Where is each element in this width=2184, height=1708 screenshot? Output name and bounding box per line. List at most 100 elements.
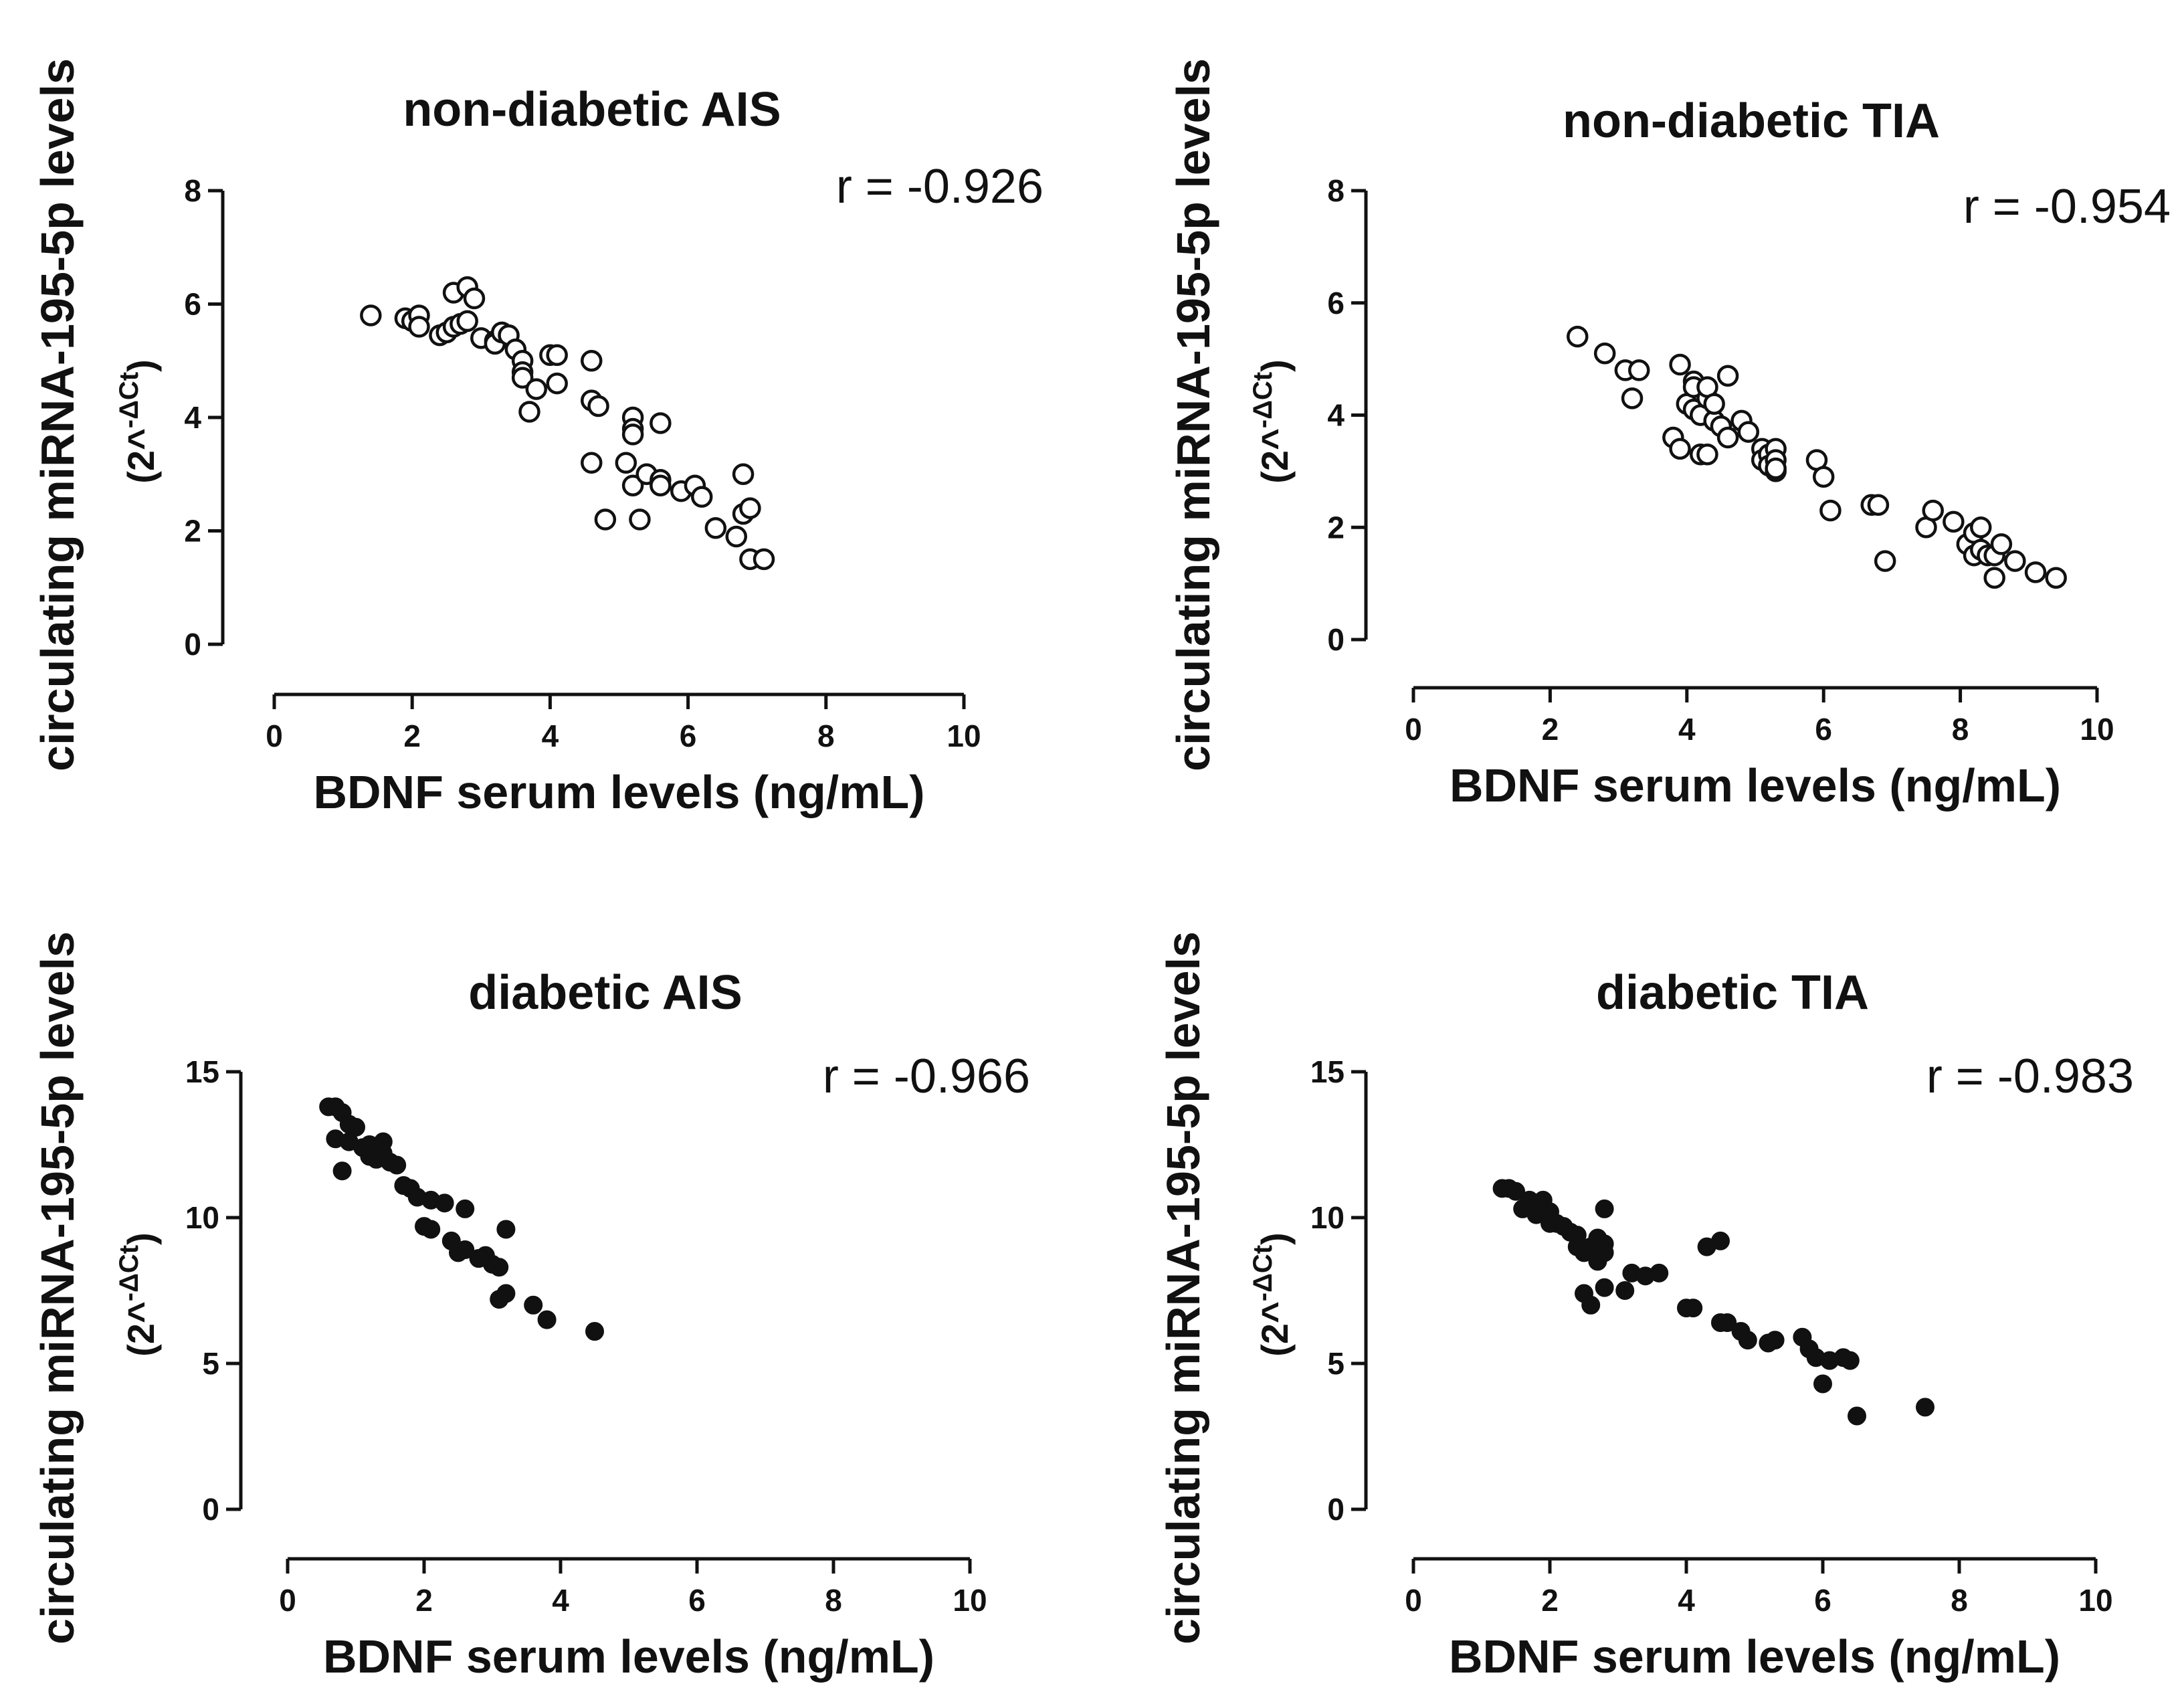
y-unit-close: ) <box>1254 1232 1296 1245</box>
y-axis-title: circulating miRNA-195-5p levels <box>1157 931 1209 1644</box>
data-point <box>1595 1278 1614 1297</box>
y-tick-label: 10 <box>1310 1200 1345 1235</box>
x-tick-label: 2 <box>403 719 421 753</box>
y-unit-base: (2^ <box>1254 428 1296 484</box>
data-point <box>1840 1351 1860 1370</box>
data-point <box>1595 1199 1614 1218</box>
data-point <box>725 525 748 548</box>
x-tick-label: 8 <box>1951 1583 1968 1618</box>
data-point <box>1916 1398 1934 1417</box>
data-point <box>496 1284 516 1303</box>
data-point <box>753 548 775 571</box>
y-tick-label: 8 <box>1327 173 1345 208</box>
y-tick-label: 5 <box>202 1346 219 1381</box>
correlation-label: r = -0.983 <box>1926 1050 2134 1103</box>
correlation-label: r = -0.966 <box>823 1050 1030 1103</box>
data-point <box>1711 1231 1730 1250</box>
y-tick-label: 5 <box>1327 1346 1345 1381</box>
x-tick-label: 8 <box>817 719 835 753</box>
x-tick-label: 4 <box>1678 1583 1695 1618</box>
y-tick-label: 2 <box>184 514 201 549</box>
data-point <box>546 344 568 367</box>
data-point <box>2004 550 2026 572</box>
data-point <box>1716 365 1739 387</box>
panel-title: diabetic TIA <box>1596 966 1869 1020</box>
data-point <box>1684 1299 1703 1318</box>
y-tick-label: 0 <box>184 627 201 662</box>
x-tick-label: 6 <box>1814 1583 1831 1618</box>
data-point <box>629 508 651 531</box>
data-point <box>463 287 486 310</box>
data-point <box>1593 342 1616 365</box>
data-point <box>650 474 672 496</box>
y-tick-label: 6 <box>1327 286 1345 320</box>
y-unit-superscript: -ΔCt <box>1248 1245 1278 1301</box>
x-tick-label: 4 <box>1678 712 1696 747</box>
x-tick-label: 6 <box>688 1583 706 1618</box>
data-point <box>1867 494 1890 516</box>
data-point <box>1696 443 1718 466</box>
y-tick-label: 6 <box>184 287 201 322</box>
x-tick-label: 8 <box>1952 712 1969 747</box>
data-point <box>1567 1226 1587 1245</box>
data-point <box>2024 561 2047 583</box>
y-tick-label: 0 <box>1327 622 1345 657</box>
data-point <box>1819 499 1842 522</box>
y-axis-unit: (2^-ΔCt) <box>114 359 162 483</box>
data-point <box>1737 421 1760 443</box>
data-point <box>1716 426 1739 449</box>
data-point <box>524 1295 543 1315</box>
data-point <box>650 412 672 434</box>
data-point <box>581 350 603 372</box>
data-point <box>621 423 644 446</box>
data-point <box>1765 457 1787 480</box>
x-tick-label: 2 <box>1541 1583 1559 1618</box>
y-axis-title: circulating miRNA-195-5p levels <box>31 931 84 1644</box>
x-tick-label: 0 <box>279 1583 296 1618</box>
x-tick-label: 6 <box>1815 712 1832 747</box>
data-point <box>490 1258 509 1277</box>
data-point <box>2045 567 2067 589</box>
x-tick-label: 8 <box>825 1583 842 1618</box>
x-tick-label: 10 <box>947 719 981 753</box>
data-point <box>1922 499 1944 522</box>
scatter-panel: non-diabetic AIS r = -0.926 0 2 4 6 8 0 2 4 6 8 10 BD… <box>31 58 1044 818</box>
data-point <box>585 1322 604 1341</box>
data-point <box>1738 1331 1757 1350</box>
data-point <box>1581 1295 1601 1315</box>
data-point <box>408 316 430 338</box>
data-point <box>1970 516 1992 539</box>
y-unit-base: (2^ <box>120 428 162 484</box>
data-point <box>581 452 603 474</box>
data-point <box>435 1194 454 1213</box>
data-point <box>456 310 478 333</box>
panel-title: non-diabetic TIA <box>1563 94 1940 148</box>
correlation-label: r = -0.954 <box>1963 180 2171 233</box>
data-point <box>1567 325 1589 348</box>
data-point <box>456 1199 475 1218</box>
data-point <box>373 1132 393 1151</box>
data-point <box>1990 533 2013 555</box>
data-point <box>621 474 644 496</box>
x-axis-title: BDNF serum levels (ng/mL) <box>323 1630 934 1683</box>
data-point <box>732 463 755 485</box>
data-point <box>511 367 534 389</box>
y-axis-unit: (2^-ΔCt) <box>1248 359 1296 483</box>
x-tick-label: 2 <box>1542 712 1559 747</box>
y-axis-title: circulating miRNA-195-5p levels <box>1167 58 1219 771</box>
y-unit-close: ) <box>120 1232 162 1245</box>
data-point <box>1765 1331 1785 1350</box>
data-point <box>1848 1406 1866 1426</box>
data-point <box>1703 393 1725 415</box>
data-point <box>346 1117 365 1137</box>
data-point <box>360 304 382 326</box>
y-tick-label: 0 <box>202 1492 219 1527</box>
y-tick-label: 15 <box>185 1054 219 1089</box>
data-point <box>1650 1263 1669 1283</box>
data-point <box>537 1310 557 1329</box>
data-point <box>1812 466 1835 488</box>
panel-title: non-diabetic AIS <box>403 83 781 136</box>
data-point <box>704 517 727 539</box>
y-tick-label: 10 <box>185 1200 219 1235</box>
